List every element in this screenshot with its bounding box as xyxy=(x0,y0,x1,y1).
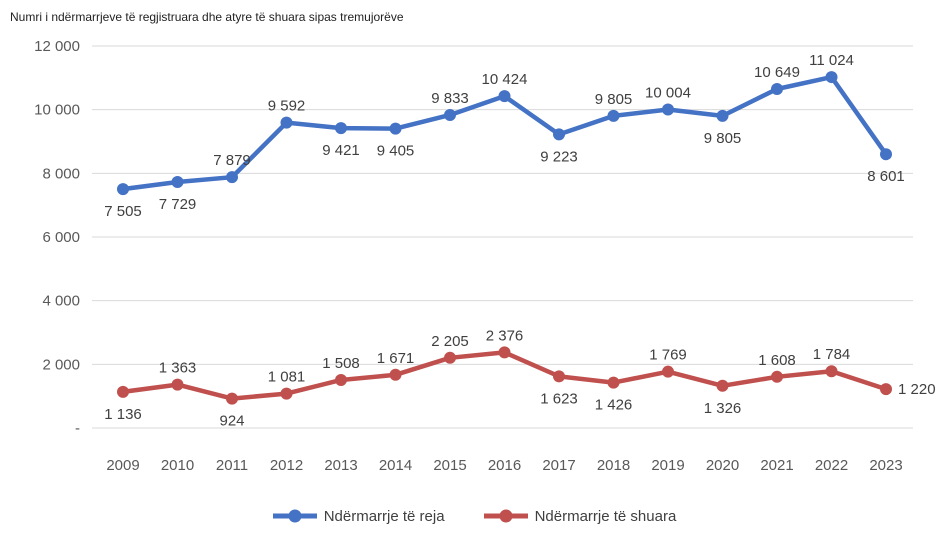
x-axis-tick: 2019 xyxy=(651,457,684,474)
data-label: 9 223 xyxy=(540,148,578,165)
x-axis-tick: 2018 xyxy=(597,457,630,474)
y-axis-tick: 10 000 xyxy=(34,102,80,119)
data-point xyxy=(226,392,238,405)
data-label: 1 081 xyxy=(268,369,306,386)
data-label: 1 508 xyxy=(322,355,360,372)
data-point xyxy=(498,90,511,103)
data-label: 7 879 xyxy=(213,152,251,169)
x-axis-tick: 2013 xyxy=(324,457,357,474)
y-axis-tick: 4 000 xyxy=(42,293,80,310)
data-label: 1 769 xyxy=(649,347,687,364)
data-label: 8 601 xyxy=(867,168,905,185)
data-label: 1 608 xyxy=(758,352,796,369)
y-axis-tick: 2 000 xyxy=(42,356,80,373)
data-label: 9 405 xyxy=(377,143,415,160)
x-axis-tick: 2012 xyxy=(270,457,303,474)
data-point xyxy=(880,383,892,396)
data-label: 9 805 xyxy=(704,130,742,147)
y-axis-tick: 6 000 xyxy=(42,229,80,246)
data-label: 2 376 xyxy=(486,327,524,344)
data-point xyxy=(335,122,347,135)
data-point xyxy=(280,387,293,400)
data-label: 924 xyxy=(219,413,244,430)
data-label: 1 426 xyxy=(595,397,633,414)
legend-line-marker-icon xyxy=(272,509,317,523)
x-axis-tick: 2015 xyxy=(433,457,466,474)
x-axis-tick: 2023 xyxy=(869,457,902,474)
data-point xyxy=(771,370,783,383)
data-point xyxy=(444,108,456,121)
x-axis-tick: 2016 xyxy=(488,457,521,474)
data-label: 2 205 xyxy=(431,333,469,350)
data-label: 1 671 xyxy=(377,350,415,367)
data-point xyxy=(716,379,729,392)
data-label: 7 729 xyxy=(159,196,197,213)
data-point xyxy=(607,376,620,389)
y-axis-tick: - xyxy=(75,420,80,437)
data-label: 9 592 xyxy=(268,98,306,115)
legend-item-new-enterprises: Ndërmarrje të reja xyxy=(272,508,445,525)
x-axis-tick: 2021 xyxy=(760,457,793,474)
legend-item-closed-enterprises: Ndërmarrje të shuara xyxy=(483,507,677,525)
data-point xyxy=(825,71,838,84)
data-point xyxy=(825,365,838,378)
data-label: 9 421 xyxy=(322,142,360,159)
data-point xyxy=(662,103,674,116)
data-label: 1 220 xyxy=(898,381,936,398)
line-chart-plot: - 2 000 4 000 6 000 8 000 10 000 12 000 2009 201… xyxy=(34,38,936,474)
x-axis-tick: 2011 xyxy=(216,457,248,474)
data-label: 7 505 xyxy=(104,203,142,220)
data-point xyxy=(389,368,402,381)
data-point xyxy=(716,109,729,122)
data-point xyxy=(498,346,511,359)
data-point xyxy=(880,148,892,161)
legend-line-marker-icon xyxy=(483,509,528,523)
data-label: 1 784 xyxy=(813,346,851,363)
x-axis-tick: 2020 xyxy=(706,457,739,474)
data-label: 10 424 xyxy=(482,71,528,88)
data-label: 1 623 xyxy=(540,390,578,407)
x-axis-tick: 2017 xyxy=(542,457,575,474)
data-label: 1 363 xyxy=(159,360,197,377)
y-axis-tick: 12 000 xyxy=(34,38,80,55)
data-point xyxy=(335,373,347,386)
x-axis-tick: 2014 xyxy=(379,457,412,474)
data-label: 1 136 xyxy=(104,406,142,423)
data-point xyxy=(553,370,565,383)
data-label: 9 805 xyxy=(595,91,633,108)
data-point xyxy=(226,171,238,184)
chart-legend: Ndërmarrje të reja Ndërmarrje të shuara xyxy=(0,503,948,529)
x-axis-tick: 2022 xyxy=(815,457,848,474)
data-point xyxy=(171,378,184,391)
data-point xyxy=(171,175,184,188)
chart-title: Numri i ndërmarrjeve të regjistruara dhe… xyxy=(10,10,404,24)
legend-label-closed-enterprises: Ndërmarrje të shuara xyxy=(534,507,677,525)
x-axis-tick: 2009 xyxy=(106,457,139,474)
data-label: 10 649 xyxy=(754,64,800,81)
data-point xyxy=(117,385,129,398)
data-point xyxy=(444,351,456,364)
y-axis-tick: 8 000 xyxy=(42,165,80,182)
data-label: 10 004 xyxy=(645,85,691,102)
x-axis-tick: 2010 xyxy=(161,457,194,474)
data-label: 11 024 xyxy=(809,52,854,69)
data-label: 9 833 xyxy=(431,90,469,107)
data-point xyxy=(662,365,674,378)
data-label: 1 326 xyxy=(704,400,742,417)
data-point xyxy=(771,83,783,96)
data-point xyxy=(389,122,402,135)
data-point xyxy=(117,183,129,196)
legend-label-new-enterprises: Ndërmarrje të reja xyxy=(323,507,445,525)
data-point xyxy=(280,116,293,129)
data-point xyxy=(607,109,620,122)
data-point xyxy=(553,128,565,141)
